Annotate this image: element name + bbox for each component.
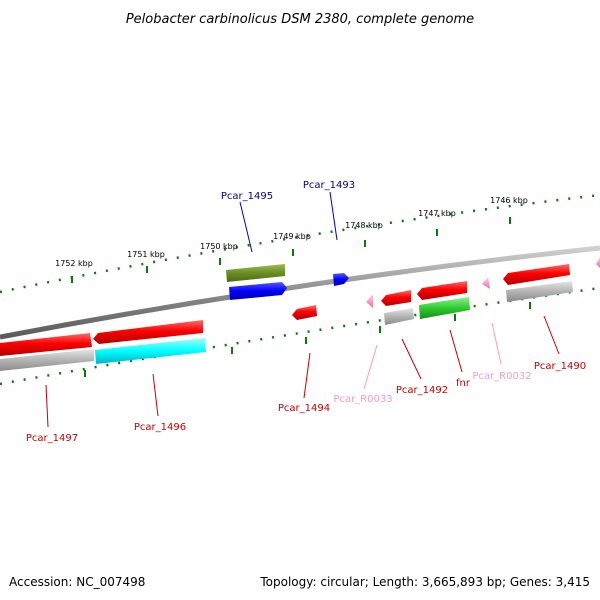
gene-label[interactable]: fnr bbox=[456, 378, 471, 389]
genome-backbone bbox=[0, 245, 600, 340]
tick-labels: 1752 kbp 1751 kbp 1750 kbp 1749 kbp 1748… bbox=[55, 196, 528, 268]
gene-label[interactable]: Pcar_1494 bbox=[278, 403, 330, 414]
gene-Pcar_1493[interactable] bbox=[333, 273, 349, 286]
gene-Pcar_1494[interactable] bbox=[292, 305, 317, 320]
tick-label: 1750 kbp bbox=[200, 242, 238, 251]
outer-tick-ring bbox=[0, 193, 600, 294]
genome-summary-text: Topology: circular; Length: 3,665,893 bp… bbox=[259, 575, 590, 589]
gene-label[interactable]: Pcar_R0033 bbox=[333, 394, 392, 405]
gene-label[interactable]: Pcar_1495 bbox=[221, 191, 273, 202]
gene-fnr[interactable] bbox=[417, 281, 467, 300]
gene-Pcar_1492[interactable] bbox=[381, 290, 411, 306]
gene-label[interactable]: Pcar_R0032 bbox=[472, 371, 531, 382]
tick-label: 1746 kbp bbox=[490, 196, 528, 205]
gene-label[interactable]: Pcar_1497 bbox=[26, 433, 78, 444]
map-title: Pelobacter carbinolicus DSM 2380, comple… bbox=[126, 12, 474, 27]
gene-Pcar_1496[interactable] bbox=[93, 320, 203, 344]
tick-label: 1749 kbp bbox=[273, 232, 311, 241]
tick-label: 1751 kbp bbox=[127, 250, 165, 259]
gene-Pcar_1495[interactable] bbox=[226, 264, 287, 300]
leader-lines bbox=[45, 191, 560, 428]
gene-edge-marker[interactable] bbox=[596, 257, 600, 268]
tick-label: 1752 kbp bbox=[55, 259, 93, 268]
gene-label[interactable]: Pcar_1493 bbox=[303, 180, 355, 191]
gene-label[interactable]: Pcar_1496 bbox=[134, 422, 186, 433]
tick-label: 1748 kbp bbox=[345, 221, 383, 230]
gene-fnr-ortholog[interactable] bbox=[419, 297, 470, 319]
gene-Pcar_R0032[interactable] bbox=[482, 277, 490, 289]
gene-Pcar_1492-ortholog[interactable] bbox=[384, 308, 414, 325]
gene-Pcar_1497-ortholog[interactable] bbox=[0, 349, 94, 371]
tick-label: 1747 kbp bbox=[418, 209, 456, 218]
gene-Pcar_R0033[interactable] bbox=[366, 294, 373, 308]
gene-label[interactable]: Pcar_1492 bbox=[396, 385, 448, 396]
gene-Pcar_1497[interactable] bbox=[0, 333, 92, 356]
gene-labels: Pcar_1495 Pcar_1493 Pcar_1497 Pcar_1496 … bbox=[26, 180, 586, 444]
gene-Pcar_1490[interactable] bbox=[503, 264, 570, 285]
inner-tick-ring bbox=[0, 286, 600, 386]
gene-label[interactable]: Pcar_1490 bbox=[534, 361, 586, 372]
gene-Pcar_1490-ortholog[interactable] bbox=[506, 281, 573, 302]
gene-Pcar_1496-ortholog[interactable] bbox=[95, 338, 206, 364]
accession-text: Accession: NC_007498 bbox=[9, 575, 145, 589]
